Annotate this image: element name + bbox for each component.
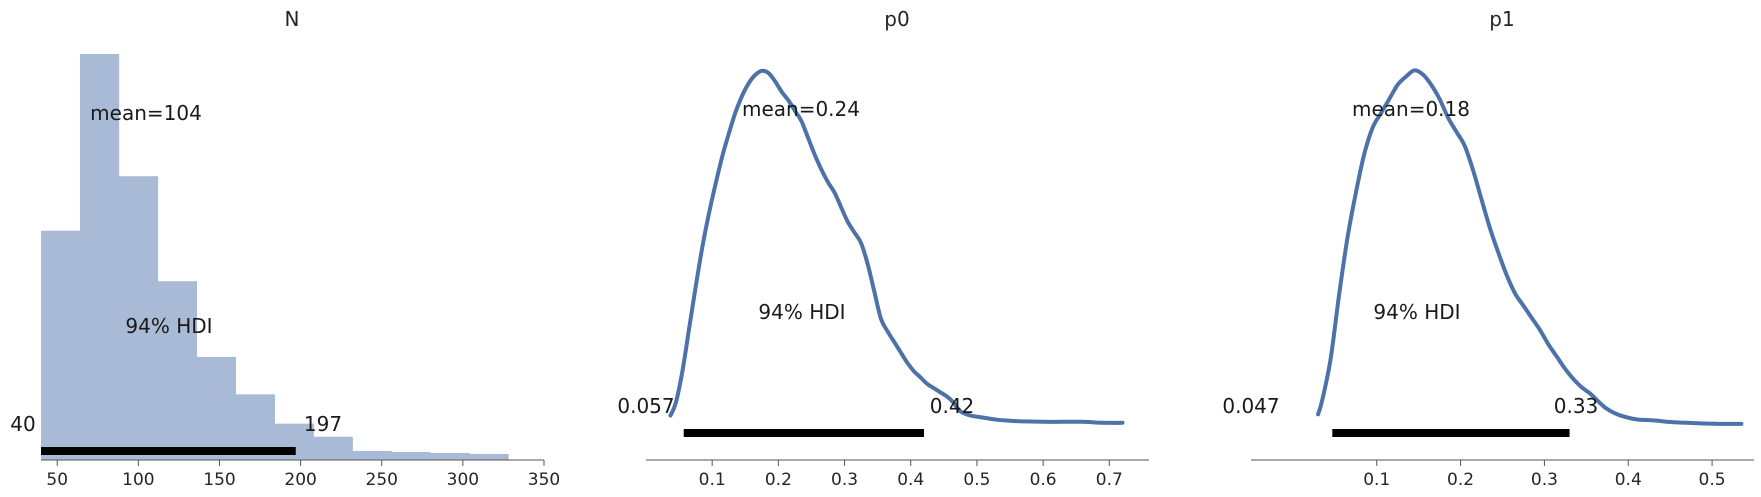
panel-n-tick-label: 100: [122, 470, 154, 490]
panel-n-hdi-high-label: 197: [304, 412, 342, 436]
panel-n-bar: [118, 176, 159, 460]
panel-p1: p1 mean=0.18 94% HDI 0.047 0.33 0.1 0.2 0.…: [1222, 7, 1754, 490]
panel-n-mean-label: mean=104: [90, 101, 202, 125]
panel-n-tick-label: 350: [528, 470, 560, 490]
panel-n-bar: [469, 453, 509, 460]
panel-p1-hdi-label: 94% HDI: [1373, 300, 1460, 324]
panel-n-bar: [79, 54, 120, 460]
panel-n-tick-label: 150: [203, 470, 235, 490]
panel-n-bar: [157, 281, 198, 460]
panel-n-bar: [196, 356, 237, 460]
panel-p0-hdi-high-label: 0.42: [930, 394, 975, 418]
panel-p0-hdi-low-label: 0.057: [617, 394, 674, 418]
panel-n-tick-label: 300: [447, 470, 479, 490]
panel-p1-x-ticks: 0.1 0.2 0.3 0.4 0.5: [1363, 460, 1726, 490]
panel-p1-tick-label: 0.5: [1699, 470, 1726, 490]
panel-p0-tick-label: 0.5: [963, 470, 990, 490]
panel-p0-tick-label: 0.2: [765, 470, 792, 490]
panel-n-title: N: [285, 7, 300, 31]
panel-p0-hdi-label: 94% HDI: [758, 300, 845, 324]
panel-n-bar: [391, 451, 431, 460]
panel-p1-tick-label: 0.4: [1615, 470, 1642, 490]
panel-n-x-ticks: 50 100 150 200 250 300 350: [46, 460, 560, 490]
panel-p1-tick-label: 0.1: [1363, 470, 1390, 490]
panel-p1-tick-label: 0.3: [1531, 470, 1558, 490]
panel-p0-tick-label: 0.3: [831, 470, 858, 490]
panel-p1-hdi-high-label: 0.33: [1554, 394, 1599, 418]
panel-n-hdi-low-label: 40: [10, 412, 35, 436]
panel-p0-mean-label: mean=0.24: [742, 97, 860, 121]
panel-p1-tick-label: 0.2: [1447, 470, 1474, 490]
panel-p0-x-ticks: 0.1 0.2 0.3 0.4 0.5 0.6 0.7: [699, 460, 1123, 490]
panel-p0-tick-label: 0.1: [699, 470, 726, 490]
panel-p0: p0 mean=0.24 94% HDI 0.057 0.42 0.1 0.2 0.…: [617, 7, 1149, 490]
panel-p1-title: p1: [1489, 7, 1514, 31]
panel-n-bar: [41, 230, 81, 460]
panel-p0-tick-label: 0.6: [1030, 470, 1057, 490]
panel-n-bar: [352, 450, 392, 460]
panel-p1-mean-label: mean=0.18: [1352, 97, 1470, 121]
panel-p0-tick-label: 0.7: [1096, 470, 1123, 490]
panel-n-tick-label: 250: [366, 470, 398, 490]
panel-n-bar: [313, 436, 353, 460]
panel-p1-hdi-low-label: 0.047: [1222, 394, 1279, 418]
panel-n-bar: [430, 452, 470, 460]
panel-n: N mean=104 94% HDI 40 197 50 100 150 200 250…: [10, 7, 560, 490]
panel-p1-density-line: [1316, 68, 1744, 426]
panel-p0-tick-label: 0.4: [897, 470, 924, 490]
panel-p0-density-line: [668, 68, 1125, 425]
panel-n-bars: [41, 54, 509, 460]
panel-n-hdi-label: 94% HDI: [125, 314, 212, 338]
panel-n-tick-label: 50: [46, 470, 68, 490]
panel-n-tick-label: 200: [284, 470, 316, 490]
panel-p0-title: p0: [884, 7, 909, 31]
